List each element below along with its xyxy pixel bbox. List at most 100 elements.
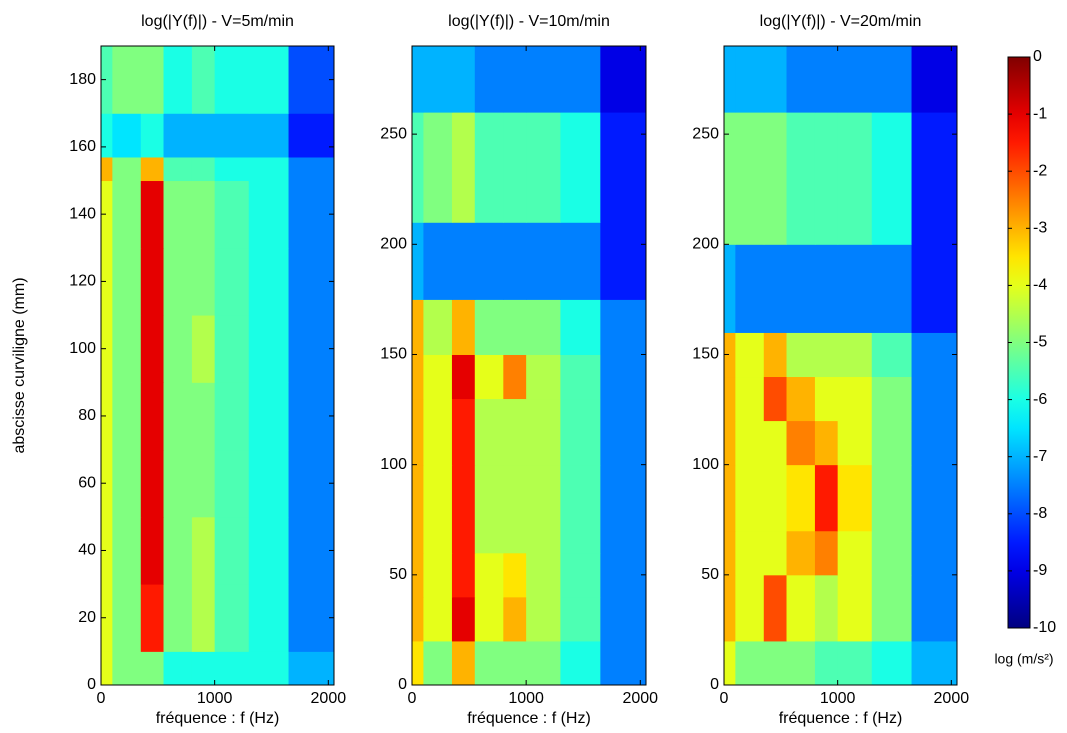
heatmap-cell — [560, 299, 601, 355]
heatmap-cell — [911, 530, 958, 576]
heatmap-cell — [735, 112, 765, 245]
x-tick-label: 1000 — [197, 690, 233, 707]
heatmap-cell — [101, 180, 113, 249]
heatmap-cell — [248, 382, 290, 451]
heatmap-cell — [112, 315, 142, 383]
heatmap-cell — [248, 584, 290, 652]
heatmap-cell — [724, 640, 736, 686]
heatmap-cell — [288, 46, 335, 114]
heatmap-cell — [763, 464, 788, 532]
x-tick-label: 2000 — [622, 690, 658, 707]
heatmap-cell — [600, 640, 647, 686]
heatmap-cell — [140, 382, 165, 451]
colorbar-tick-label: -9 — [1033, 562, 1047, 579]
y-tick-label: 40 — [78, 542, 96, 559]
heatmap-cell — [560, 398, 601, 466]
heatmap-cell — [786, 530, 816, 576]
heatmap-cell — [191, 516, 216, 585]
heatmap-cell — [600, 354, 647, 400]
x-axis-label: fréquence : f (Hz) — [156, 710, 280, 727]
heatmap-cell — [814, 244, 839, 333]
heatmap-cell — [503, 552, 527, 598]
colorbar-tick-label: -4 — [1033, 277, 1047, 294]
heatmap-cell — [451, 464, 476, 554]
heatmap-cell — [837, 112, 873, 245]
heatmap-cell — [724, 112, 736, 245]
heatmap-cell — [786, 46, 816, 113]
heatmap-cell — [560, 112, 601, 223]
heatmap-cell — [911, 244, 958, 333]
heatmap-cell — [837, 574, 873, 642]
colorbar-tick-label: -3 — [1033, 220, 1047, 237]
heatmap-cell — [248, 180, 290, 249]
heatmap-cell — [526, 354, 561, 400]
heatmap-cell — [214, 584, 250, 652]
heatmap-cell — [112, 382, 142, 451]
heatmap-cell — [214, 247, 250, 316]
heatmap-cell — [735, 464, 765, 532]
heatmap-cell — [911, 640, 958, 686]
heatmap-cell — [786, 332, 816, 378]
heatmap-cell — [191, 315, 216, 383]
heatmap-cell — [911, 332, 958, 378]
heatmap-cell — [735, 376, 765, 422]
y-tick-label: 150 — [380, 346, 407, 363]
heatmap-cell — [214, 449, 250, 518]
heatmap-cell — [451, 596, 476, 642]
y-tick-label: 250 — [692, 125, 719, 142]
heatmap-cell — [163, 315, 193, 383]
axes-frame — [411, 45, 647, 686]
heatmap-cell — [526, 222, 561, 300]
heatmap-cell — [288, 516, 335, 585]
heatmap-cell — [214, 156, 250, 182]
heatmap-cell — [101, 584, 113, 652]
heatmap-cell — [140, 46, 165, 114]
heatmap-cell — [600, 299, 647, 355]
heatmap-cell — [503, 354, 527, 400]
heatmap-cell — [871, 332, 913, 378]
heatmap-cell — [140, 156, 165, 182]
heatmap-cell — [112, 449, 142, 518]
heatmap-cell — [248, 516, 290, 585]
heatmap-cell — [474, 596, 504, 642]
heatmap-cell — [140, 113, 165, 158]
heatmap-cell — [191, 156, 216, 182]
heatmap-cell — [837, 464, 873, 532]
heatmap-cell — [101, 315, 113, 383]
chart-title: log(|Y(f)|) - V=20m/min — [760, 13, 922, 30]
heatmap-cell — [474, 299, 504, 355]
colorbar-label: log (m/s²) — [994, 651, 1053, 667]
heatmap-cell — [112, 584, 142, 652]
colorbar-tick-label: -8 — [1033, 505, 1047, 522]
heatmap-cell — [814, 530, 839, 576]
heatmap-cell — [724, 464, 736, 532]
heatmap-cell — [248, 651, 290, 686]
heatmap-cell — [474, 640, 504, 686]
heatmap-cell — [288, 651, 335, 686]
heatmap-cell — [191, 382, 216, 451]
heatmap-cell — [763, 530, 788, 576]
y-tick-label: 250 — [380, 125, 407, 142]
heatmap-cell — [191, 113, 216, 158]
heatmap-cell — [837, 332, 873, 378]
heatmap-cell — [288, 315, 335, 383]
heatmap-cell — [763, 112, 788, 245]
heatmap-cell — [101, 46, 113, 114]
heatmap-cell — [412, 398, 424, 466]
x-axis-label: fréquence : f (Hz) — [467, 710, 591, 727]
heatmap-cell — [288, 180, 335, 249]
heatmap-cell — [191, 449, 216, 518]
heatmap-cell — [163, 180, 193, 249]
heatmap-cell — [526, 640, 561, 686]
heatmap-cell — [214, 113, 250, 158]
heatmap-cell — [474, 46, 504, 113]
heatmap-cell — [560, 640, 601, 686]
heatmap-cell — [451, 354, 476, 400]
colorbar-tick-label: -7 — [1033, 448, 1047, 465]
heatmap-cell — [474, 222, 504, 300]
heatmap-cell — [871, 244, 913, 333]
heatmap-cell — [911, 464, 958, 532]
heatmap-cell — [600, 398, 647, 466]
y-tick-label: 0 — [710, 676, 719, 693]
heatmap-cell — [503, 398, 527, 466]
